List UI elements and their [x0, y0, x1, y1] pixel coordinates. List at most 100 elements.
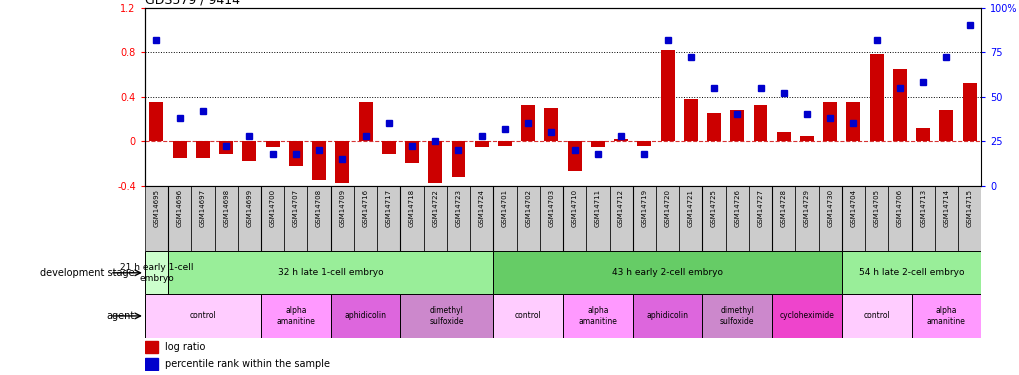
Text: GSM14711: GSM14711: [594, 189, 600, 227]
Text: GSM14700: GSM14700: [269, 189, 275, 227]
Text: GSM14722: GSM14722: [432, 189, 438, 227]
Bar: [702, 186, 725, 251]
Bar: [562, 294, 632, 338]
Text: GSM14718: GSM14718: [409, 189, 415, 227]
Text: GSM14696: GSM14696: [176, 189, 182, 227]
Text: GSM14712: GSM14712: [618, 189, 624, 227]
Text: GSM14727: GSM14727: [757, 189, 763, 227]
Bar: [493, 251, 841, 294]
Text: GSM14721: GSM14721: [687, 189, 693, 227]
Bar: [516, 186, 539, 251]
Bar: [841, 186, 864, 251]
Text: 54 h late 2-cell embryo: 54 h late 2-cell embryo: [858, 268, 963, 278]
Text: aphidicolin: aphidicolin: [646, 311, 688, 320]
Bar: [381, 141, 395, 154]
Bar: [590, 141, 604, 147]
Text: alpha
amanitine: alpha amanitine: [276, 306, 315, 326]
Bar: [446, 186, 470, 251]
Bar: [938, 110, 953, 141]
Text: development stage: development stage: [40, 268, 135, 278]
Bar: [474, 141, 488, 147]
Bar: [869, 54, 882, 141]
Bar: [864, 186, 888, 251]
Bar: [795, 186, 818, 251]
Bar: [632, 294, 702, 338]
Text: GSM14710: GSM14710: [571, 189, 577, 227]
Bar: [243, 141, 256, 161]
Bar: [771, 186, 795, 251]
Bar: [400, 294, 493, 338]
Text: control: control: [862, 311, 890, 320]
Text: GSM14698: GSM14698: [223, 189, 229, 227]
Bar: [655, 186, 679, 251]
Text: 32 h late 1-cell embryo: 32 h late 1-cell embryo: [277, 268, 383, 278]
Bar: [428, 141, 442, 183]
Bar: [841, 251, 980, 294]
Bar: [915, 128, 929, 141]
Bar: [888, 186, 911, 251]
Text: GSM14724: GSM14724: [478, 189, 484, 227]
Bar: [168, 186, 192, 251]
Bar: [284, 186, 307, 251]
Bar: [544, 108, 557, 141]
Bar: [730, 110, 744, 141]
Bar: [679, 186, 702, 251]
Bar: [493, 294, 562, 338]
Bar: [539, 186, 562, 251]
Bar: [145, 186, 168, 251]
Bar: [312, 141, 326, 180]
Bar: [493, 186, 516, 251]
Text: agent: agent: [106, 311, 135, 321]
Bar: [683, 99, 697, 141]
Bar: [748, 186, 771, 251]
Text: cycloheximide: cycloheximide: [779, 311, 834, 320]
Bar: [776, 132, 790, 141]
Text: dimethyl
sulfoxide: dimethyl sulfoxide: [719, 306, 754, 326]
Bar: [799, 135, 813, 141]
Text: alpha
amanitine: alpha amanitine: [926, 306, 965, 326]
Bar: [359, 102, 372, 141]
Bar: [562, 186, 586, 251]
Bar: [586, 186, 609, 251]
Text: GSM14723: GSM14723: [455, 189, 461, 227]
Bar: [933, 186, 957, 251]
Bar: [771, 294, 841, 338]
Text: dimethyl
sulfoxide: dimethyl sulfoxide: [429, 306, 464, 326]
Text: 43 h early 2-cell embryo: 43 h early 2-cell embryo: [611, 268, 722, 278]
Text: GSM14705: GSM14705: [873, 189, 878, 227]
Bar: [753, 105, 766, 141]
Bar: [962, 83, 975, 141]
Text: GSM14725: GSM14725: [710, 189, 716, 227]
Bar: [219, 141, 233, 154]
Bar: [168, 251, 493, 294]
Bar: [451, 141, 465, 177]
Text: GSM14701: GSM14701: [501, 189, 507, 227]
Text: 21 h early 1-cell
embryo: 21 h early 1-cell embryo: [119, 263, 193, 282]
Text: GSM14729: GSM14729: [803, 189, 809, 227]
Text: GSM14720: GSM14720: [664, 189, 669, 227]
Bar: [307, 186, 330, 251]
Bar: [423, 186, 446, 251]
Bar: [145, 341, 157, 352]
Text: GSM14706: GSM14706: [896, 189, 902, 227]
Bar: [521, 105, 535, 141]
Text: GSM14709: GSM14709: [339, 189, 345, 227]
Text: control: control: [515, 311, 541, 320]
Bar: [145, 251, 168, 294]
Bar: [150, 102, 163, 141]
Bar: [706, 113, 720, 141]
Bar: [330, 294, 400, 338]
Bar: [261, 294, 330, 338]
Text: GSM14726: GSM14726: [734, 189, 740, 227]
Bar: [911, 186, 933, 251]
Bar: [172, 141, 186, 158]
Text: GSM14703: GSM14703: [548, 189, 554, 227]
Bar: [841, 294, 911, 338]
Text: log ratio: log ratio: [165, 342, 206, 352]
Bar: [237, 186, 261, 251]
Text: GSM14707: GSM14707: [292, 189, 299, 227]
Text: GSM14719: GSM14719: [641, 189, 647, 227]
Bar: [702, 294, 771, 338]
Bar: [288, 141, 303, 166]
Bar: [846, 102, 860, 141]
